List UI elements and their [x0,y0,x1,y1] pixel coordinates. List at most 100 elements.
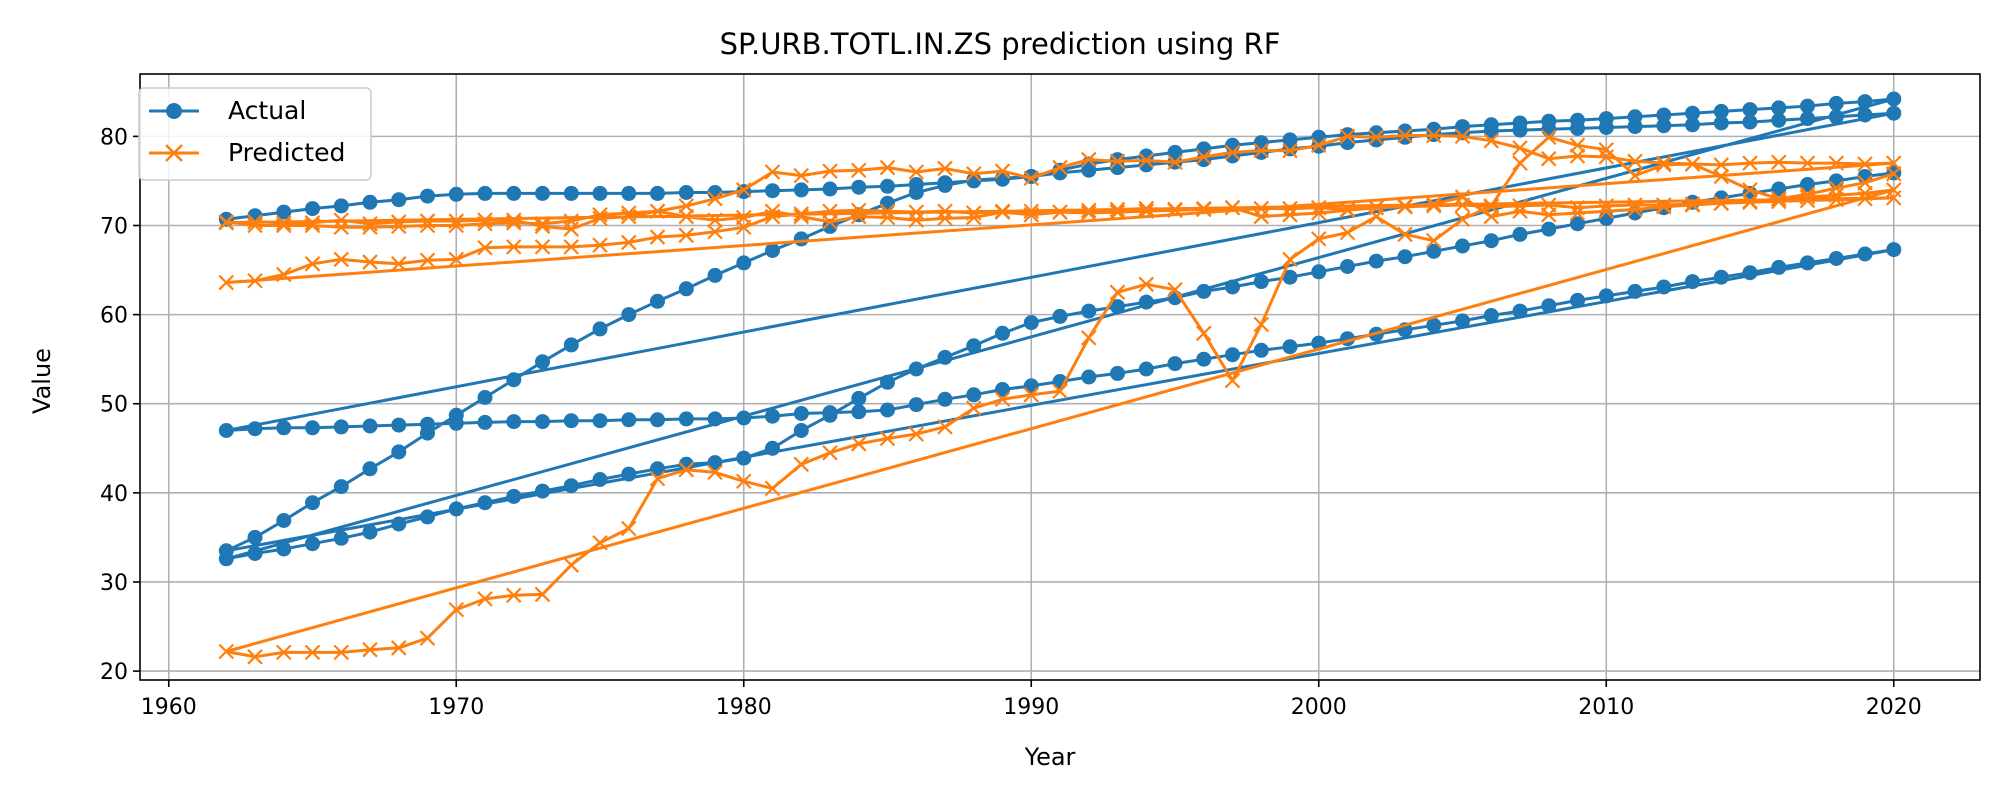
data-point [1023,170,1040,187]
data-point [304,215,321,231]
data-point [420,509,435,525]
data-point [994,163,1011,179]
data-point [621,412,637,428]
data-point [736,450,752,466]
data-point [1310,199,1327,216]
data-point [880,195,895,211]
data-point [1455,119,1470,135]
data-point [822,181,838,197]
data-point [822,214,838,230]
data-point [965,209,982,226]
data-point [908,397,924,413]
y-tick-label: 30 [100,571,128,596]
data-point [592,534,608,551]
data-point [505,215,522,231]
data-point [937,419,953,435]
data-point [1454,211,1471,228]
data-point [1167,154,1183,171]
data-point [1541,113,1557,129]
data-point [707,212,723,228]
data-point [850,208,867,225]
data-point [592,210,608,227]
data-point [362,215,378,232]
data-point [1195,325,1212,342]
data-point [534,215,551,232]
data-point [937,210,953,227]
data-point [620,234,637,251]
data-point [879,203,896,220]
y-tick-label: 40 [100,482,128,507]
data-point [1713,157,1730,173]
data-point [1742,102,1758,118]
data-point [994,391,1011,408]
data-point [1167,281,1183,298]
data-point [1195,149,1212,165]
data-point [1052,383,1068,400]
series-predicted-line [224,134,1896,659]
data-point [879,430,896,447]
data-point [391,444,407,460]
data-point [678,456,694,472]
data-point [1627,283,1643,299]
data-point [1425,232,1442,249]
grid [140,74,1980,680]
data-point [1340,259,1355,274]
data-point [937,349,953,365]
data-point [1886,242,1902,258]
data-point [1598,203,1615,220]
data-point [1598,288,1614,304]
data-point [1483,117,1499,133]
data-point [505,587,522,604]
data-point [1167,144,1183,160]
data-point [1224,199,1241,216]
series-layer [218,91,1902,665]
data-point [994,204,1011,220]
data-point [1512,226,1528,242]
data-point [1800,177,1815,192]
data-point [650,461,665,477]
y-tick-label: 50 [100,393,128,418]
x-tick-label: 2010 [1578,695,1634,720]
data-point [678,208,695,225]
data-point [362,524,378,540]
data-point [1627,167,1643,184]
data-point [1110,365,1125,381]
data-point [1771,181,1787,197]
data-point [1570,292,1585,308]
data-point [419,217,436,234]
data-point [362,219,378,236]
data-point [1512,203,1528,220]
data-point [649,203,666,220]
data-point [1282,339,1298,355]
data-point [1828,251,1844,266]
data-point [1656,107,1672,123]
data-point [247,214,263,230]
data-point [880,402,895,418]
data-point [965,166,982,182]
data-point [1627,153,1643,170]
data-point [1713,195,1730,211]
data-point [908,212,925,228]
data-point [276,541,292,557]
data-point [592,185,608,201]
data-point [1253,135,1269,151]
data-point [305,536,320,552]
data-point [1540,129,1557,146]
data-point [333,198,349,214]
data-point [1483,308,1499,323]
data-point [1426,317,1442,333]
data-point [1885,166,1902,182]
data-point [1656,279,1672,295]
data-point [477,414,493,430]
data-point [505,212,522,228]
data-point [765,408,780,424]
y-axis-label: Value [28,348,56,414]
data-point [1742,155,1758,171]
data-point [735,182,752,198]
data-point [1857,174,1873,191]
data-point [1425,196,1442,212]
series-predicted [218,127,1902,665]
data-point [1512,155,1528,171]
data-point [304,644,321,661]
